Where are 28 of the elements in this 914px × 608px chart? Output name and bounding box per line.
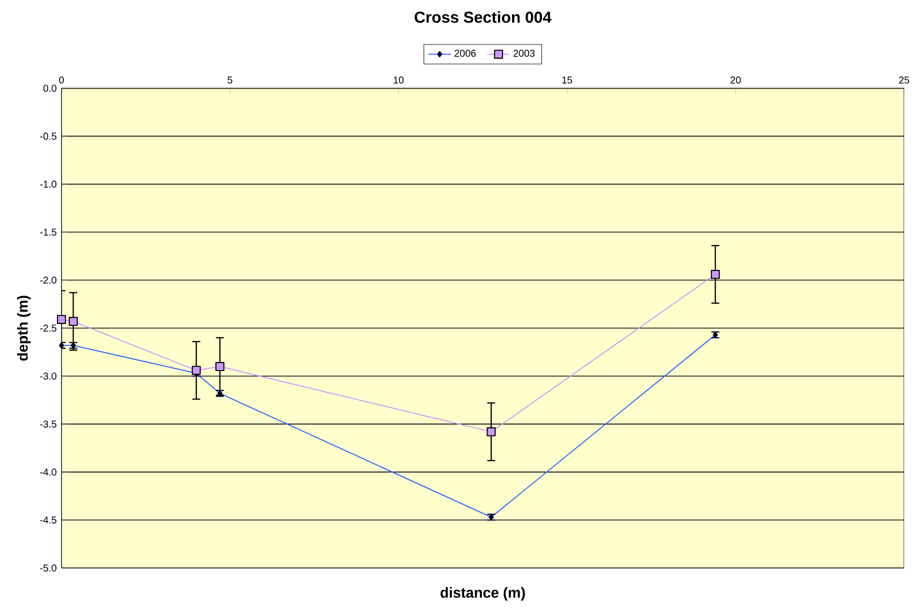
point: [68, 317, 78, 326]
y-tick-label: -2.5: [40, 324, 56, 332]
y-tick-label: -3.5: [40, 420, 56, 428]
legend-label: 2003: [514, 50, 535, 57]
point: [56, 315, 66, 324]
chart-title: Cross Section 004: [414, 11, 552, 23]
y-tick-label: -3.0: [40, 372, 56, 380]
x-tick-label: 0: [59, 76, 64, 84]
x-tick-label: 25: [899, 76, 910, 84]
y-axis-title: depth (m): [17, 296, 31, 361]
y-tick-label: -2.0: [40, 276, 56, 284]
y-tick-label: -1.0: [40, 180, 56, 188]
y-tick-label: -4.0: [40, 468, 56, 476]
point: [215, 362, 224, 372]
x-tick-label: 20: [730, 76, 741, 84]
point: [192, 366, 201, 375]
y-tick-label: -1.5: [40, 228, 56, 236]
point: [710, 270, 720, 280]
x-tick-label: 15: [562, 76, 572, 84]
x-axis-title: distance (m): [440, 587, 525, 601]
y-tick-label: -0.5: [40, 132, 56, 140]
x-tick-label: 10: [394, 76, 404, 84]
point: [486, 427, 496, 436]
y-tick-label: 0.0: [43, 84, 56, 92]
legend-label: 2006: [454, 50, 476, 57]
y-tick-label: -5.0: [40, 564, 56, 572]
y-tick-label: -4.5: [40, 516, 56, 524]
x-tick-label: 5: [228, 76, 232, 84]
